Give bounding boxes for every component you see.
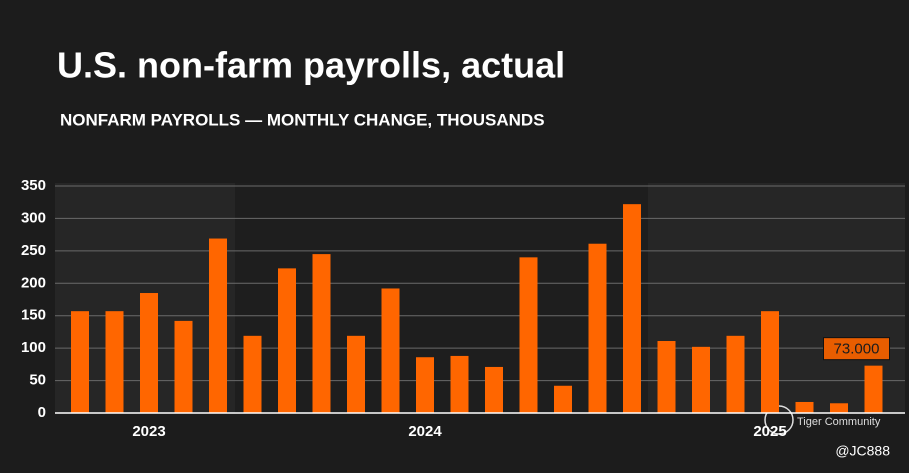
bar: [485, 366, 503, 413]
bar: [864, 365, 883, 413]
chart-subtitle: NONFARM PAYROLLS — MONTHLY CHANGE, THOUS…: [60, 110, 545, 129]
bar: [830, 403, 848, 413]
bar: [795, 401, 814, 413]
y-tick-label: 100: [21, 339, 46, 356]
bar: [278, 268, 296, 413]
bar: [209, 238, 227, 413]
y-tick-label: 250: [21, 242, 46, 259]
bar: [657, 341, 676, 413]
watermark: Tiger Community: [797, 416, 881, 428]
x-tick-label: 2023: [132, 423, 165, 440]
bar: [623, 204, 641, 413]
bar: [174, 320, 193, 413]
bar: [381, 288, 400, 413]
data-label-box: [823, 337, 890, 361]
bar: [347, 335, 365, 413]
bar: [243, 335, 262, 413]
bar: [726, 335, 745, 413]
bar: [450, 355, 469, 413]
bar: [71, 311, 89, 413]
x-tick-label: 2025: [753, 423, 786, 440]
data-label: 73.000: [834, 341, 880, 358]
bar: [519, 257, 538, 413]
bar: [105, 311, 124, 413]
credit: @JC888: [835, 443, 890, 459]
y-tick-label: 0: [38, 404, 46, 421]
bar: [312, 254, 331, 413]
bar: [692, 346, 710, 413]
y-tick-label: 150: [21, 307, 46, 324]
y-tick-label: 350: [21, 177, 46, 194]
bar: [554, 385, 572, 413]
bar: [588, 243, 607, 413]
period-shade: [235, 183, 648, 413]
bar: [140, 293, 158, 413]
y-tick-label: 200: [21, 274, 46, 291]
bar: [416, 357, 434, 413]
x-tick-label: 2024: [408, 423, 442, 440]
chart-title: U.S. non-farm payrolls, actual: [57, 45, 565, 86]
y-tick-label: 300: [21, 209, 46, 226]
bar: [761, 311, 779, 413]
y-tick-label: 50: [29, 372, 46, 389]
